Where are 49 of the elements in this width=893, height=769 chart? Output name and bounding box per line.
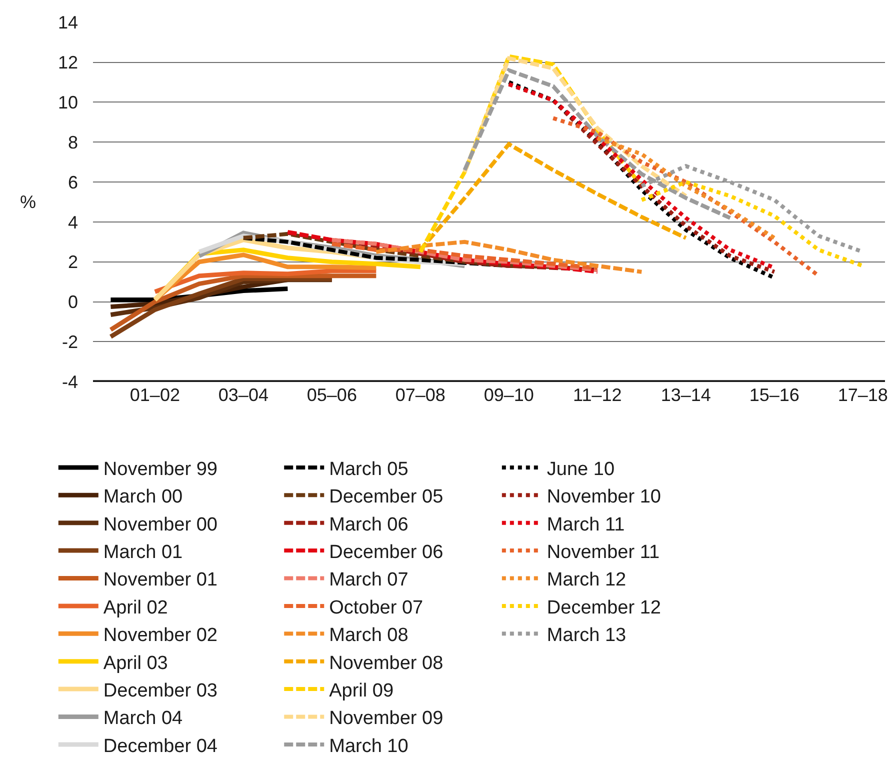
x-tick-label: 17–18 <box>838 385 888 405</box>
x-tick-label: 15–16 <box>749 385 800 405</box>
x-tick-label: 09–10 <box>484 385 534 405</box>
y-tick-label: 8 <box>68 132 78 152</box>
legend-label: December 03 <box>103 680 218 702</box>
y-tick-label: 12 <box>58 52 78 73</box>
legend-label: March 10 <box>329 736 408 757</box>
legend-label: December 05 <box>329 486 444 508</box>
x-tick-label: 07–08 <box>395 385 446 405</box>
legend-label: November 02 <box>103 625 218 646</box>
y-tick-label: 0 <box>68 292 78 312</box>
legend-label: March 00 <box>103 486 183 508</box>
legend-label: March 04 <box>103 708 184 730</box>
legend-label: December 04 <box>103 736 218 757</box>
legend-label: December 06 <box>329 542 444 563</box>
y-tick-label: -4 <box>62 372 78 392</box>
x-tick-label: 13–14 <box>660 385 711 405</box>
legend-label: April 03 <box>103 652 168 674</box>
legend-label: October 07 <box>329 597 424 618</box>
legend-label: March 13 <box>546 625 626 646</box>
legend-label: November 10 <box>546 486 661 508</box>
legend-label: November 08 <box>329 652 444 674</box>
legend-label: March 11 <box>546 514 625 536</box>
x-tick-label: 11–12 <box>573 385 622 405</box>
x-tick-label: 03–04 <box>218 385 268 405</box>
y-tick-label: 4 <box>68 212 78 232</box>
legend-label: November 00 <box>103 514 218 536</box>
legend-label: December 12 <box>546 597 661 618</box>
legend-label: March 12 <box>546 570 626 591</box>
legend-label: November 09 <box>329 708 444 730</box>
legend-label: April 09 <box>329 680 394 702</box>
y-tick-label: 14 <box>58 12 78 33</box>
legend-label: March 01 <box>103 542 183 563</box>
y-tick-label: -2 <box>62 332 78 352</box>
legend-label: March 05 <box>329 458 408 480</box>
x-tick-label: 01–02 <box>130 385 180 405</box>
legend-label: November 01 <box>103 570 218 591</box>
y-tick-label: 10 <box>58 92 78 113</box>
legend-label: November 99 <box>103 458 218 480</box>
y-tick-label: 6 <box>68 172 78 192</box>
legend-label: June 10 <box>546 458 615 480</box>
legend-label: March 06 <box>329 514 408 536</box>
y-tick-label: 2 <box>68 252 78 272</box>
legend-label: November 11 <box>546 542 660 563</box>
legend-label: March 07 <box>329 570 408 591</box>
y-axis-title: % <box>20 192 36 212</box>
legend-label: April 02 <box>103 597 168 618</box>
legend-label: March 08 <box>329 625 408 646</box>
x-tick-label: 05–06 <box>306 385 357 405</box>
